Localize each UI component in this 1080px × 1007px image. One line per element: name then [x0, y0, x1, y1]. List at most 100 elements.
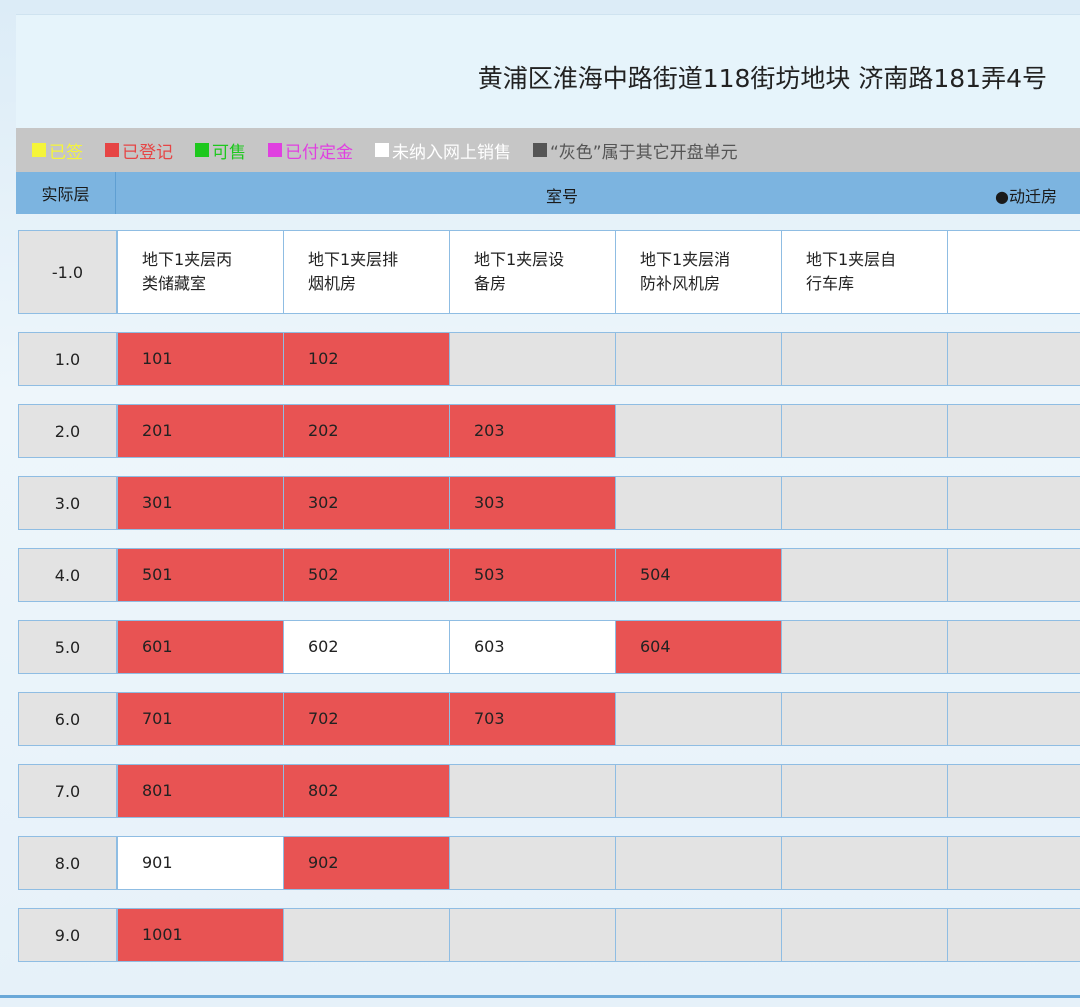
room-cell: 303: [449, 476, 616, 530]
legend-swatch: [375, 143, 389, 157]
room-label: 602: [308, 637, 339, 656]
room-label: 802: [308, 781, 339, 800]
legend: 已签 已登记 可售 已付定金 未纳入网上销售 “灰色”属于其它开盘单元: [16, 128, 1080, 172]
room-cell: [947, 332, 1080, 386]
room-cell: 503: [449, 548, 616, 602]
room-cell: 地下1夹层消防补风机房: [615, 230, 782, 314]
room-cell: 602: [283, 620, 450, 674]
floor-cell: 3.0: [18, 476, 117, 530]
room-label: 901: [142, 853, 173, 872]
floor-label: 6.0: [54, 709, 81, 729]
room-cell: [781, 620, 948, 674]
floor-label: 9.0: [54, 925, 81, 945]
room-cell: [947, 692, 1080, 746]
room-label: 201: [142, 421, 173, 440]
room-label: 701: [142, 709, 173, 728]
room-cell: [449, 332, 616, 386]
room-label: 303: [474, 493, 505, 512]
room-cell: 701: [117, 692, 284, 746]
room-label: 703: [474, 709, 505, 728]
room-cell: [947, 476, 1080, 530]
room-label: 902: [308, 853, 339, 872]
room-label: 101: [142, 349, 173, 368]
column-header: ●动迁房: [995, 187, 1057, 206]
room-cell: 504: [615, 548, 782, 602]
title-bar: 黄浦区淮海中路街道118街坊地块 济南路181弄4号: [16, 14, 1080, 128]
room-label: 601: [142, 637, 173, 656]
legend-item: 未纳入网上销售: [375, 138, 511, 163]
room-cell: 301: [117, 476, 284, 530]
room-cell: 地下1夹层自行车库: [781, 230, 948, 314]
floor-label: -1.0: [51, 262, 84, 282]
room-cell: [781, 692, 948, 746]
room-cell: [947, 404, 1080, 458]
room-label: 地下1夹层设备房: [474, 250, 565, 293]
floor-cell: 8.0: [18, 836, 117, 890]
legend-item: 可售: [195, 138, 246, 163]
floor-label: 1.0: [54, 349, 81, 369]
room-label: 地下1夹层自行车库: [806, 250, 897, 293]
legend-label: 未纳入网上销售: [392, 142, 511, 163]
room-cell: 101: [117, 332, 284, 386]
room-cell: 302: [283, 476, 450, 530]
room-cell: [781, 332, 948, 386]
room-cell: [781, 908, 948, 962]
room-cell: [615, 404, 782, 458]
room-label: 501: [142, 565, 173, 584]
legend-swatch: [533, 143, 547, 157]
floor-label: 8.0: [54, 853, 81, 873]
room-label: 604: [640, 637, 671, 656]
bottom-line: [0, 995, 1080, 998]
title: 黄浦区淮海中路街道118街坊地块 济南路181弄4号: [477, 64, 1047, 93]
legend-item: 已付定金: [268, 138, 353, 163]
room-label: 702: [308, 709, 339, 728]
room-cell: [615, 692, 782, 746]
room-cell: [781, 764, 948, 818]
room-cell: 1001: [117, 908, 284, 962]
room-cell: [615, 764, 782, 818]
room-label: 504: [640, 565, 671, 584]
room-cell: 102: [283, 332, 450, 386]
room-cell: [449, 836, 616, 890]
room-cell: [449, 764, 616, 818]
room-cell: 603: [449, 620, 616, 674]
table-header: 实际层 室号 ●动迁房: [16, 172, 1080, 214]
room-cell: 地下1夹层排烟机房: [283, 230, 450, 314]
room-cell: [947, 620, 1080, 674]
column-header: 室号: [546, 187, 579, 206]
room-cell: [615, 476, 782, 530]
room-cell: 702: [283, 692, 450, 746]
floor-cell: 2.0: [18, 404, 117, 458]
legend-label: “灰色”属于其它开盘单元: [550, 142, 738, 163]
legend-swatch: [32, 143, 46, 157]
legend-label: 已签: [49, 142, 83, 163]
room-cell: 601: [117, 620, 284, 674]
room-cell: 902: [283, 836, 450, 890]
room-label: 1001: [142, 925, 183, 944]
floor-cell: 6.0: [18, 692, 117, 746]
room-cell: 703: [449, 692, 616, 746]
room-cell: 202: [283, 404, 450, 458]
room-cell: [781, 476, 948, 530]
room-cell: 802: [283, 764, 450, 818]
room-cell: 地下1夹层丙类储藏室: [117, 230, 284, 314]
room-label: 801: [142, 781, 173, 800]
room-cell: 901: [117, 836, 284, 890]
floor-cell: 9.0: [18, 908, 117, 962]
room-label: 202: [308, 421, 339, 440]
room-label: 301: [142, 493, 173, 512]
room-cell: [781, 548, 948, 602]
room-label: 503: [474, 565, 505, 584]
room-label: 502: [308, 565, 339, 584]
floor-cell: 1.0: [18, 332, 117, 386]
room-cell: 604: [615, 620, 782, 674]
floor-cell: -1.0: [18, 230, 117, 314]
room-cell: [947, 836, 1080, 890]
legend-swatch: [105, 143, 119, 157]
floor-cell: 7.0: [18, 764, 117, 818]
floor-label: 4.0: [54, 565, 81, 585]
room-cell: [283, 908, 450, 962]
floor-cell: 5.0: [18, 620, 117, 674]
legend-label: 可售: [212, 142, 246, 163]
